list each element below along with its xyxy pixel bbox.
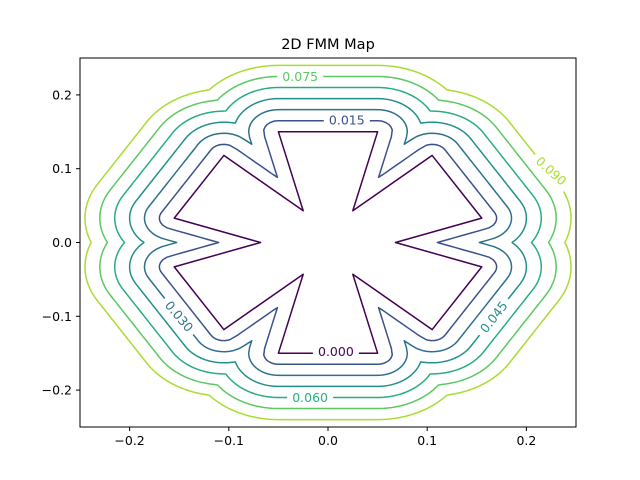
contour-lines <box>84 64 572 421</box>
contour-level-0-015 <box>158 119 498 366</box>
contour-level-0-06 <box>113 86 543 399</box>
contour-label: 0.060 <box>292 390 328 405</box>
y-tick-label: 0.1 <box>52 161 72 176</box>
contour-label-background <box>528 149 574 193</box>
x-tick-label: 0.1 <box>417 433 437 448</box>
x-tick-label: −0.2 <box>114 433 144 448</box>
y-tick-label: 0.0 <box>52 235 72 250</box>
contour-label: 0.075 <box>282 69 318 84</box>
contour-label-group: 0.000 <box>312 343 359 360</box>
contour-level-0-045 <box>128 97 528 388</box>
axes: −0.2 −0.1 0.0 0.1 0.2 −0.2 −0.1 0.0 0.1 0.2 <box>42 57 577 448</box>
chart-title: 2D FMM Map <box>281 37 375 53</box>
y-tick-label: −0.1 <box>42 309 72 324</box>
contour-level-0-075 <box>99 75 557 410</box>
x-tick-label: 0.2 <box>516 433 536 448</box>
contour-label-background <box>323 112 370 128</box>
contour-label-background <box>158 293 201 340</box>
contour-level-0-03 <box>143 108 513 377</box>
x-tick-label: 0.0 <box>318 433 338 448</box>
contour-label-background <box>287 389 334 406</box>
contour-label-group: 0.015 <box>323 112 370 128</box>
contour-label: 0.000 <box>318 344 354 359</box>
contour-label-group: 0.060 <box>287 389 334 406</box>
contour-label-background <box>473 293 515 341</box>
contour-label-group: 0.075 <box>277 68 324 85</box>
contour-level-0-09 <box>84 64 572 421</box>
contour-label: 0.015 <box>329 113 365 128</box>
x-tick-label: −0.1 <box>214 433 244 448</box>
contour-level-0 <box>173 131 483 354</box>
y-tick-label: −0.2 <box>42 383 72 398</box>
y-tick-label: 0.2 <box>52 87 72 102</box>
contour-label-background <box>277 68 324 85</box>
contour-label-background <box>312 343 359 360</box>
